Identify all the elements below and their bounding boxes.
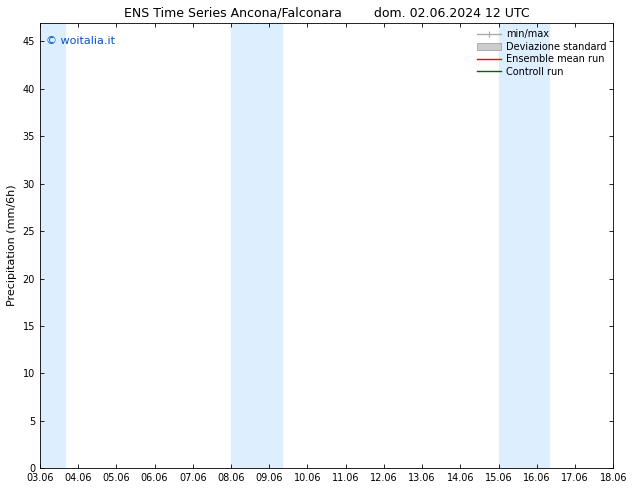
Legend: min/max, Deviazione standard, Ensemble mean run, Controll run: min/max, Deviazione standard, Ensemble m… [475,27,609,78]
Bar [40,23,65,468]
Title: ENS Time Series Ancona/Falconara        dom. 02.06.2024 12 UTC: ENS Time Series Ancona/Falconara dom. 02… [124,7,529,20]
Text: © woitalia.it: © woitalia.it [46,36,115,46]
Y-axis label: Precipitation (mm/6h): Precipitation (mm/6h) [7,185,17,306]
Bar [498,23,550,468]
Bar [231,23,282,468]
